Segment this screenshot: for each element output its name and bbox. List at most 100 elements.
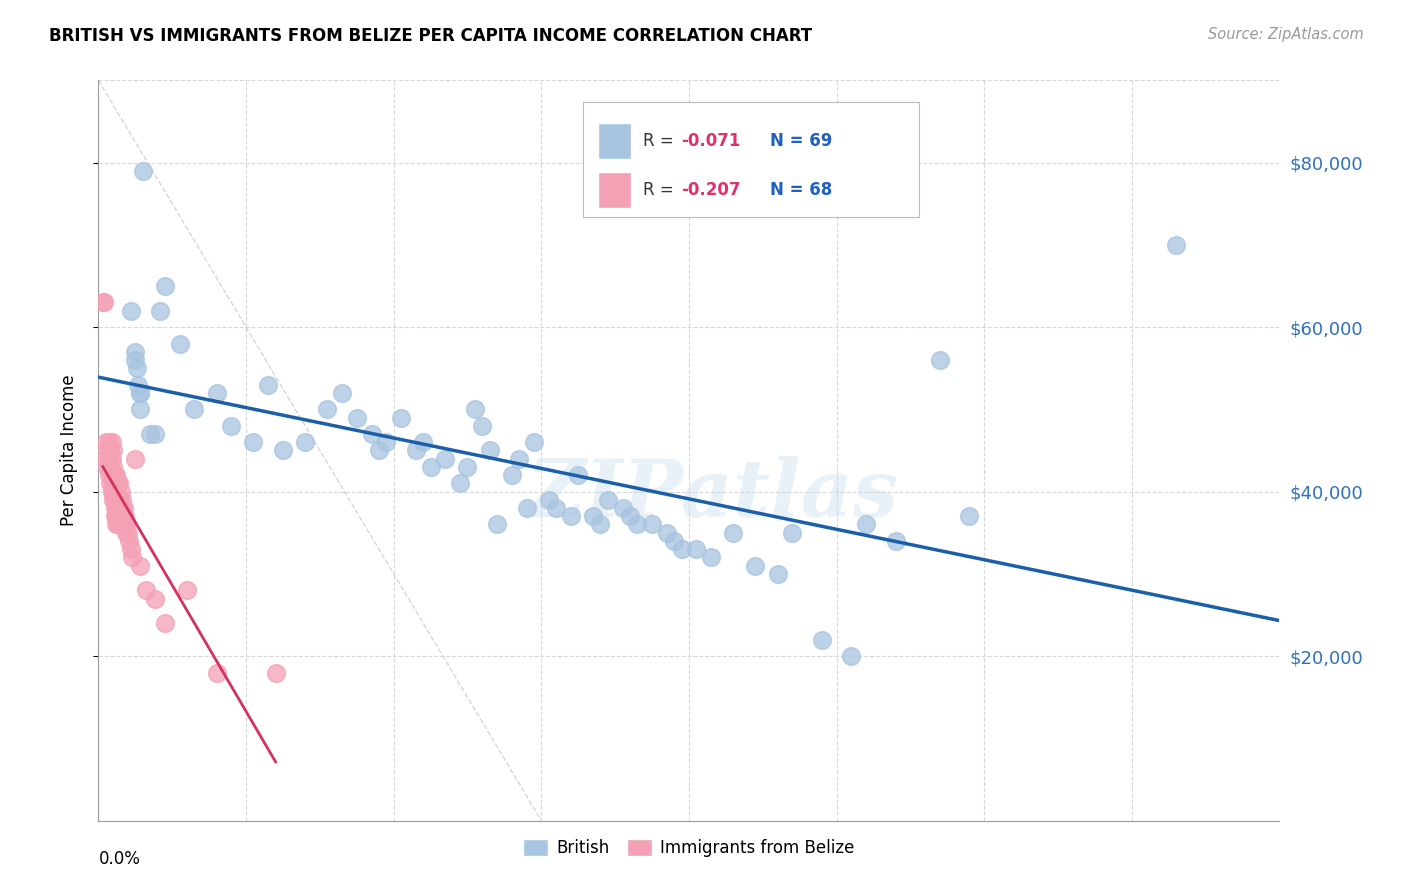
Point (107, 476, 129, 491)
Point (723, 525, 745, 540)
Point (103, 443, 125, 458)
Point (114, 509, 136, 524)
Point (471, 418, 494, 433)
Text: R =: R = (643, 132, 679, 150)
Point (107, 517, 129, 532)
Point (112, 509, 135, 524)
Point (105, 468, 128, 483)
Point (294, 435, 316, 450)
Point (128, 558, 150, 573)
Point (103, 476, 125, 491)
Point (105, 517, 128, 532)
Point (103, 459, 125, 474)
Point (700, 550, 723, 565)
Point (110, 484, 132, 499)
Point (108, 501, 131, 516)
Point (135, 583, 157, 598)
Point (111, 501, 134, 516)
Point (125, 361, 148, 376)
Point (120, 542, 142, 557)
Point (121, 550, 143, 565)
Point (205, 665, 228, 680)
Point (115, 525, 138, 540)
Text: ZIPatlas: ZIPatlas (526, 456, 898, 533)
Point (107, 492, 129, 507)
Point (841, 649, 863, 664)
Point (169, 336, 191, 351)
Point (97, 468, 120, 483)
Text: R =: R = (643, 181, 679, 199)
Point (124, 451, 146, 466)
Point (96, 443, 118, 458)
Point (744, 558, 766, 573)
Point (766, 566, 789, 581)
Point (104, 509, 127, 524)
Point (257, 377, 280, 392)
Point (96, 459, 118, 474)
Point (104, 484, 127, 499)
FancyBboxPatch shape (598, 123, 631, 159)
Point (959, 509, 981, 524)
Point (94, 451, 117, 466)
Point (389, 410, 412, 425)
Point (375, 435, 398, 450)
Point (478, 443, 501, 458)
Point (128, 402, 150, 417)
Legend: British, Immigrants from Belize: British, Immigrants from Belize (517, 832, 860, 864)
Point (434, 451, 457, 466)
Point (626, 517, 648, 532)
Point (93, 295, 115, 310)
Point (176, 583, 198, 598)
Point (114, 517, 136, 532)
Point (110, 501, 132, 516)
Point (124, 353, 146, 368)
Point (810, 632, 832, 647)
Point (120, 303, 142, 318)
Point (103, 484, 125, 499)
Point (107, 501, 129, 516)
Point (516, 501, 538, 516)
Text: -0.071: -0.071 (681, 132, 740, 150)
Point (143, 591, 166, 606)
Point (405, 443, 427, 458)
Point (149, 303, 172, 318)
Point (664, 533, 686, 548)
Point (412, 435, 434, 450)
Text: N = 68: N = 68 (770, 181, 832, 199)
Point (100, 451, 122, 466)
Point (612, 501, 634, 516)
Point (103, 492, 125, 507)
Point (486, 517, 509, 532)
Point (855, 517, 877, 532)
Point (98, 459, 121, 474)
Point (115, 517, 138, 532)
Point (582, 509, 605, 524)
Point (118, 533, 141, 548)
Point (104, 468, 127, 483)
Point (884, 533, 907, 548)
Point (143, 427, 166, 442)
Point (139, 427, 162, 442)
Point (264, 665, 287, 680)
Text: 0.0%: 0.0% (98, 850, 141, 868)
Point (91, 295, 114, 310)
Text: N = 69: N = 69 (770, 132, 832, 150)
Point (368, 443, 391, 458)
Point (100, 484, 122, 499)
Point (419, 459, 441, 474)
Point (560, 509, 582, 524)
Point (132, 163, 155, 178)
Point (242, 435, 264, 450)
Point (464, 402, 486, 417)
Point (508, 451, 530, 466)
Point (501, 468, 523, 483)
Point (205, 385, 228, 400)
Point (671, 542, 693, 557)
Point (105, 484, 128, 499)
Point (330, 385, 353, 400)
Point (537, 492, 560, 507)
Point (97, 435, 120, 450)
Point (127, 377, 149, 392)
Point (110, 517, 132, 532)
Point (360, 427, 382, 442)
